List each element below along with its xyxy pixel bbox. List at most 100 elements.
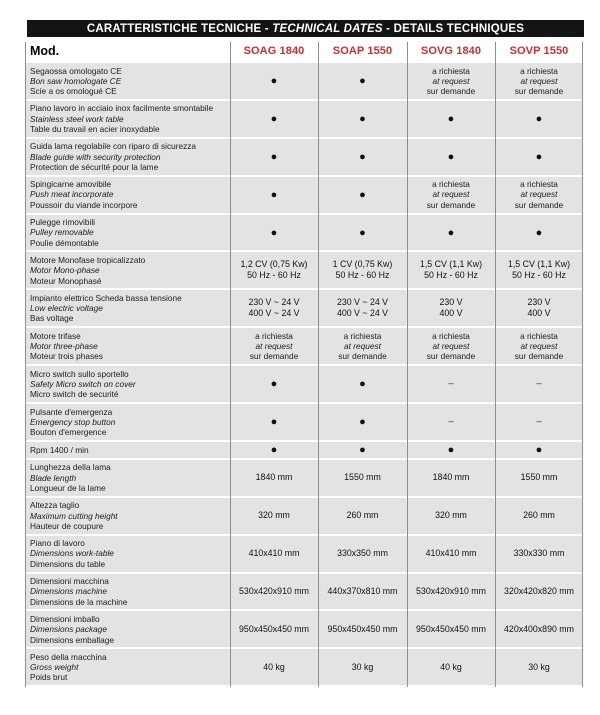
spec-value: 410x410 mm — [407, 536, 495, 572]
spec-value-text: 400 V — [527, 308, 551, 319]
included-dot-icon: ● — [359, 74, 366, 87]
spec-value: ● — [230, 139, 318, 175]
spec-value: 40 kg — [407, 649, 495, 685]
included-dot-icon: ● — [270, 226, 278, 239]
spec-value-text: 530x420x910 mm — [416, 586, 486, 597]
spec-label-line: Micro switch de securité — [30, 389, 119, 400]
spec-label: Impianto elettrico Scheda bassa tensione… — [25, 290, 230, 326]
spec-row-motore-trifase: Motore trifase Motor three-phase Moteur tr… — [25, 328, 583, 365]
spec-value: 950x450x450 mm — [407, 611, 495, 647]
included-dot-icon: ● — [270, 112, 278, 125]
spec-label: Lunghezza della lama Blade length Longueur… — [25, 460, 230, 496]
spec-label-line: Scie a os omologué CE — [30, 86, 117, 97]
included-dot-icon: ● — [359, 226, 366, 239]
on-request-line: a richiesta — [520, 65, 558, 76]
spec-label-line: Poussoir du viande incorpore — [30, 199, 138, 210]
on-request-line: sur demande — [514, 351, 564, 362]
not-available-dash-icon: – — [448, 415, 454, 427]
spec-value: 30 kg — [495, 649, 583, 685]
included-dot-icon: ● — [270, 188, 278, 201]
spec-value: ● — [495, 101, 583, 137]
spec-label-line: Rpm 1400 / min — [30, 444, 89, 455]
on-request-line: a richiesta — [520, 330, 558, 341]
spec-value: ● — [407, 101, 495, 137]
spec-label-line: Altezza taglio — [30, 500, 80, 511]
on-request-line: sur demande — [249, 351, 299, 362]
spec-value-text: 230 V — [439, 297, 463, 308]
spec-value-text: 1840 mm — [432, 472, 470, 483]
included-dot-icon: ● — [447, 150, 455, 163]
title-italic: TECHNICAL DATES — [272, 22, 383, 35]
spec-label: Peso della macchina Gross weight Poids bru… — [25, 649, 230, 685]
spec-label: Altezza taglio Maximum cutting height Haut… — [25, 498, 230, 534]
spec-row-pulegge: Pulegge rimovibili Pulley removable Poulie… — [25, 214, 583, 251]
spec-value: a richiesta at request sur demande — [495, 328, 583, 364]
on-request-line: at request — [432, 75, 470, 86]
spec-label-line: Bas voltage — [30, 313, 74, 324]
on-request-line: a richiesta — [343, 330, 382, 341]
spec-value-text: 230 V ~ 24 V — [336, 297, 389, 308]
spec-label-line: Safety Micro switch on cover — [30, 378, 136, 389]
spec-value-text: 1 CV (0,75 Kw) — [332, 259, 393, 270]
on-request-line: a richiesta — [432, 330, 470, 341]
spec-value-text: 1,5 CV (1,1 Kw) — [419, 259, 483, 270]
section-title-bar: CARATTERISTICHE TECNICHE - TECHNICAL DAT… — [27, 20, 584, 37]
on-request-line: sur demande — [514, 199, 564, 210]
spec-value: a richiesta at request sur demande — [318, 328, 407, 364]
spec-value-text: 330x330 mm — [513, 548, 565, 559]
spec-value: 420x400x890 mm — [495, 611, 583, 647]
spec-label: Motore trifase Motor three-phase Moteur tr… — [25, 328, 230, 364]
spec-value: ● — [230, 366, 318, 402]
spec-row-guida-lama: Guida lama regolabile con riparo di sicu… — [25, 138, 583, 175]
spec-value-text: 1840 mm — [255, 472, 293, 483]
spec-label-line: Segaossa omologato CE — [30, 65, 122, 76]
spec-value: ● — [230, 63, 318, 99]
spec-label-line: Table du travail en acier inoxydable — [30, 123, 160, 134]
spec-value: 330x350 mm — [318, 536, 407, 572]
spec-value-text: 1,5 CV (1,1 Kw) — [507, 259, 571, 270]
spec-value: ● — [318, 404, 407, 440]
included-dot-icon: ● — [535, 150, 543, 163]
spec-value-text: 50 Hz - 60 Hz — [247, 270, 301, 281]
spec-label: Pulsante d'emergenza Emergency stop butto… — [25, 404, 230, 440]
spec-value-text: 40 kg — [263, 661, 285, 672]
spec-label: Segaossa omologato CE Bon saw homologate … — [25, 63, 230, 99]
not-available-dash-icon: – — [536, 378, 542, 390]
spec-value: 950x450x450 mm — [318, 611, 407, 647]
spec-value: 1550 mm — [495, 460, 583, 496]
spec-label-line: Dimensions de la machine — [30, 596, 128, 607]
spec-value-text: 30 kg — [351, 661, 374, 672]
spec-value: 230 V 400 V — [495, 290, 583, 326]
on-request-line: at request — [344, 341, 381, 352]
column-rule — [318, 42, 319, 688]
included-dot-icon: ● — [359, 188, 366, 201]
spec-value: 1 CV (0,75 Kw) 50 Hz - 60 Hz — [318, 252, 407, 288]
spec-label-line: Stainless steel work table — [30, 113, 124, 124]
spec-value: 30 kg — [318, 649, 407, 685]
model-header-soag-1840: SOAG 1840 — [243, 45, 305, 57]
spec-value: – — [495, 404, 583, 440]
spec-value-text: 320 mm — [258, 510, 290, 521]
spec-label-line: Peso della macchina — [30, 651, 107, 662]
spec-value: ● — [230, 177, 318, 213]
spec-row-peso-macchina: Peso della macchina Gross weight Poids bru… — [25, 649, 583, 686]
spec-label: Micro switch sullo sportello Safety Micro… — [25, 366, 230, 402]
spec-label-line: Bouton d'emergence — [30, 427, 107, 438]
on-request-line: sur demande — [426, 351, 476, 362]
spec-value-text: 330x350 mm — [337, 548, 388, 559]
spec-value-text: 320 mm — [435, 510, 467, 521]
spec-value: 410x410 mm — [230, 536, 318, 572]
spec-label-line: Dimensioni macchina — [30, 576, 109, 587]
spec-row-piano-lavoro-inox: Piano lavoro in acciaio inox facilmente … — [25, 100, 583, 137]
spec-label-line: Longueur de la lame — [30, 483, 106, 493]
included-dot-icon: ● — [359, 150, 366, 163]
spec-value: 530x420x910 mm — [407, 574, 495, 610]
spec-value-text: 230 V — [527, 297, 551, 308]
spec-value: 320 mm — [407, 498, 495, 534]
spec-value: ● — [230, 444, 318, 456]
spec-value: ● — [318, 101, 407, 137]
spec-label: Piano di lavoro Dimensions work-table Dime… — [25, 536, 230, 572]
spec-row-impianto-elettrico: Impianto elettrico Scheda bassa tensione… — [25, 290, 583, 327]
spec-value-text: 260 mm — [346, 510, 379, 521]
spec-label-line: Pulegge rimovibili — [30, 217, 96, 228]
